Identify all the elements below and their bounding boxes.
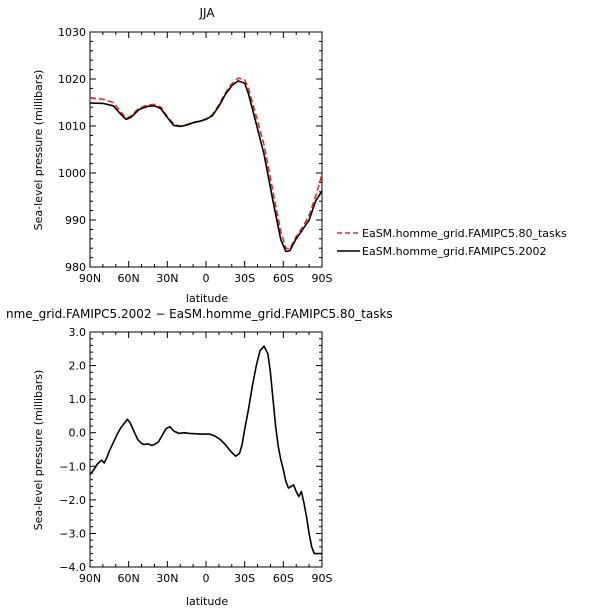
top-xaxis-label: latitude <box>186 292 228 305</box>
x-tick-label: 90N <box>79 272 101 285</box>
x-tick-label: 60N <box>118 272 140 285</box>
x-tick-label: 90S <box>312 572 333 585</box>
x-tick-label: 0 <box>203 272 210 285</box>
top-yaxis-label: Sea-level pressure (millibars) <box>32 70 45 231</box>
legend-label-series-1: EaSM.homme_grid.FAMIPC5.80_tasks <box>362 227 567 240</box>
panel-bottom: nme_grid.FAMIPC5.2002 − EaSM.homme_grid.… <box>6 307 393 608</box>
y-tick-label: 2.0 <box>69 360 87 373</box>
x-tick-label: 90N <box>79 572 101 585</box>
x-tick-label: 30N <box>156 272 178 285</box>
x-tick-label: 30S <box>234 272 255 285</box>
y-tick-label: 3.0 <box>69 326 87 339</box>
y-tick-label: 1030 <box>58 26 86 39</box>
plot-frame <box>89 331 323 568</box>
y-tick-label: −1.0 <box>59 460 86 473</box>
y-tick-label: 1000 <box>58 167 86 180</box>
series-line-1 <box>89 345 322 555</box>
y-tick-label: 1010 <box>58 120 86 133</box>
bottom-plot-area: −4.0 −3.0 −2.0 −1.0 0.0 1.0 2.0 3.0 90N 60N 30N 0 30… <box>59 326 332 585</box>
y-tick-label: 0.0 <box>69 427 87 440</box>
x-tick-label: 30S <box>234 572 255 585</box>
bottom-yaxis-label: Sea-level pressure (millibars) <box>32 370 45 531</box>
x-tick-label: 90S <box>312 272 333 285</box>
panel-top: JJA 980 990 1000 1010 1020 1030 90N 60N 30N 0 30S 6… <box>32 6 567 305</box>
bottom-xaxis-label: latitude <box>186 595 228 608</box>
top-title: JJA <box>198 6 215 20</box>
y-tick-label: 1.0 <box>69 393 87 406</box>
x-tick-label: 30N <box>156 572 178 585</box>
series-line-1 <box>89 77 323 250</box>
bottom-title: nme_grid.FAMIPC5.2002 − EaSM.homme_grid.… <box>6 307 393 321</box>
y-tick-label: −2.0 <box>59 494 86 507</box>
x-tick-label: 0 <box>203 572 210 585</box>
y-tick-label: 1020 <box>58 73 86 86</box>
plot-frame <box>89 31 323 268</box>
legend: EaSM.homme_grid.FAMIPC5.80_tasks EaSM.ho… <box>337 227 567 258</box>
x-tick-label: 60S <box>273 572 294 585</box>
y-tick-label: −3.0 <box>59 527 86 540</box>
y-tick-label: −4.0 <box>59 561 86 574</box>
y-tick-label: 990 <box>65 214 86 227</box>
x-tick-label: 60S <box>273 272 294 285</box>
top-plot-area: 980 990 1000 1010 1020 1030 90N 60N 30N 0 30S 60S 90… <box>58 26 333 285</box>
series-line-2 <box>89 80 323 253</box>
legend-label-series-2: EaSM.homme_grid.FAMIPC5.2002 <box>362 245 546 258</box>
x-tick-label: 60N <box>118 572 140 585</box>
y-tick-label: 980 <box>65 261 86 274</box>
